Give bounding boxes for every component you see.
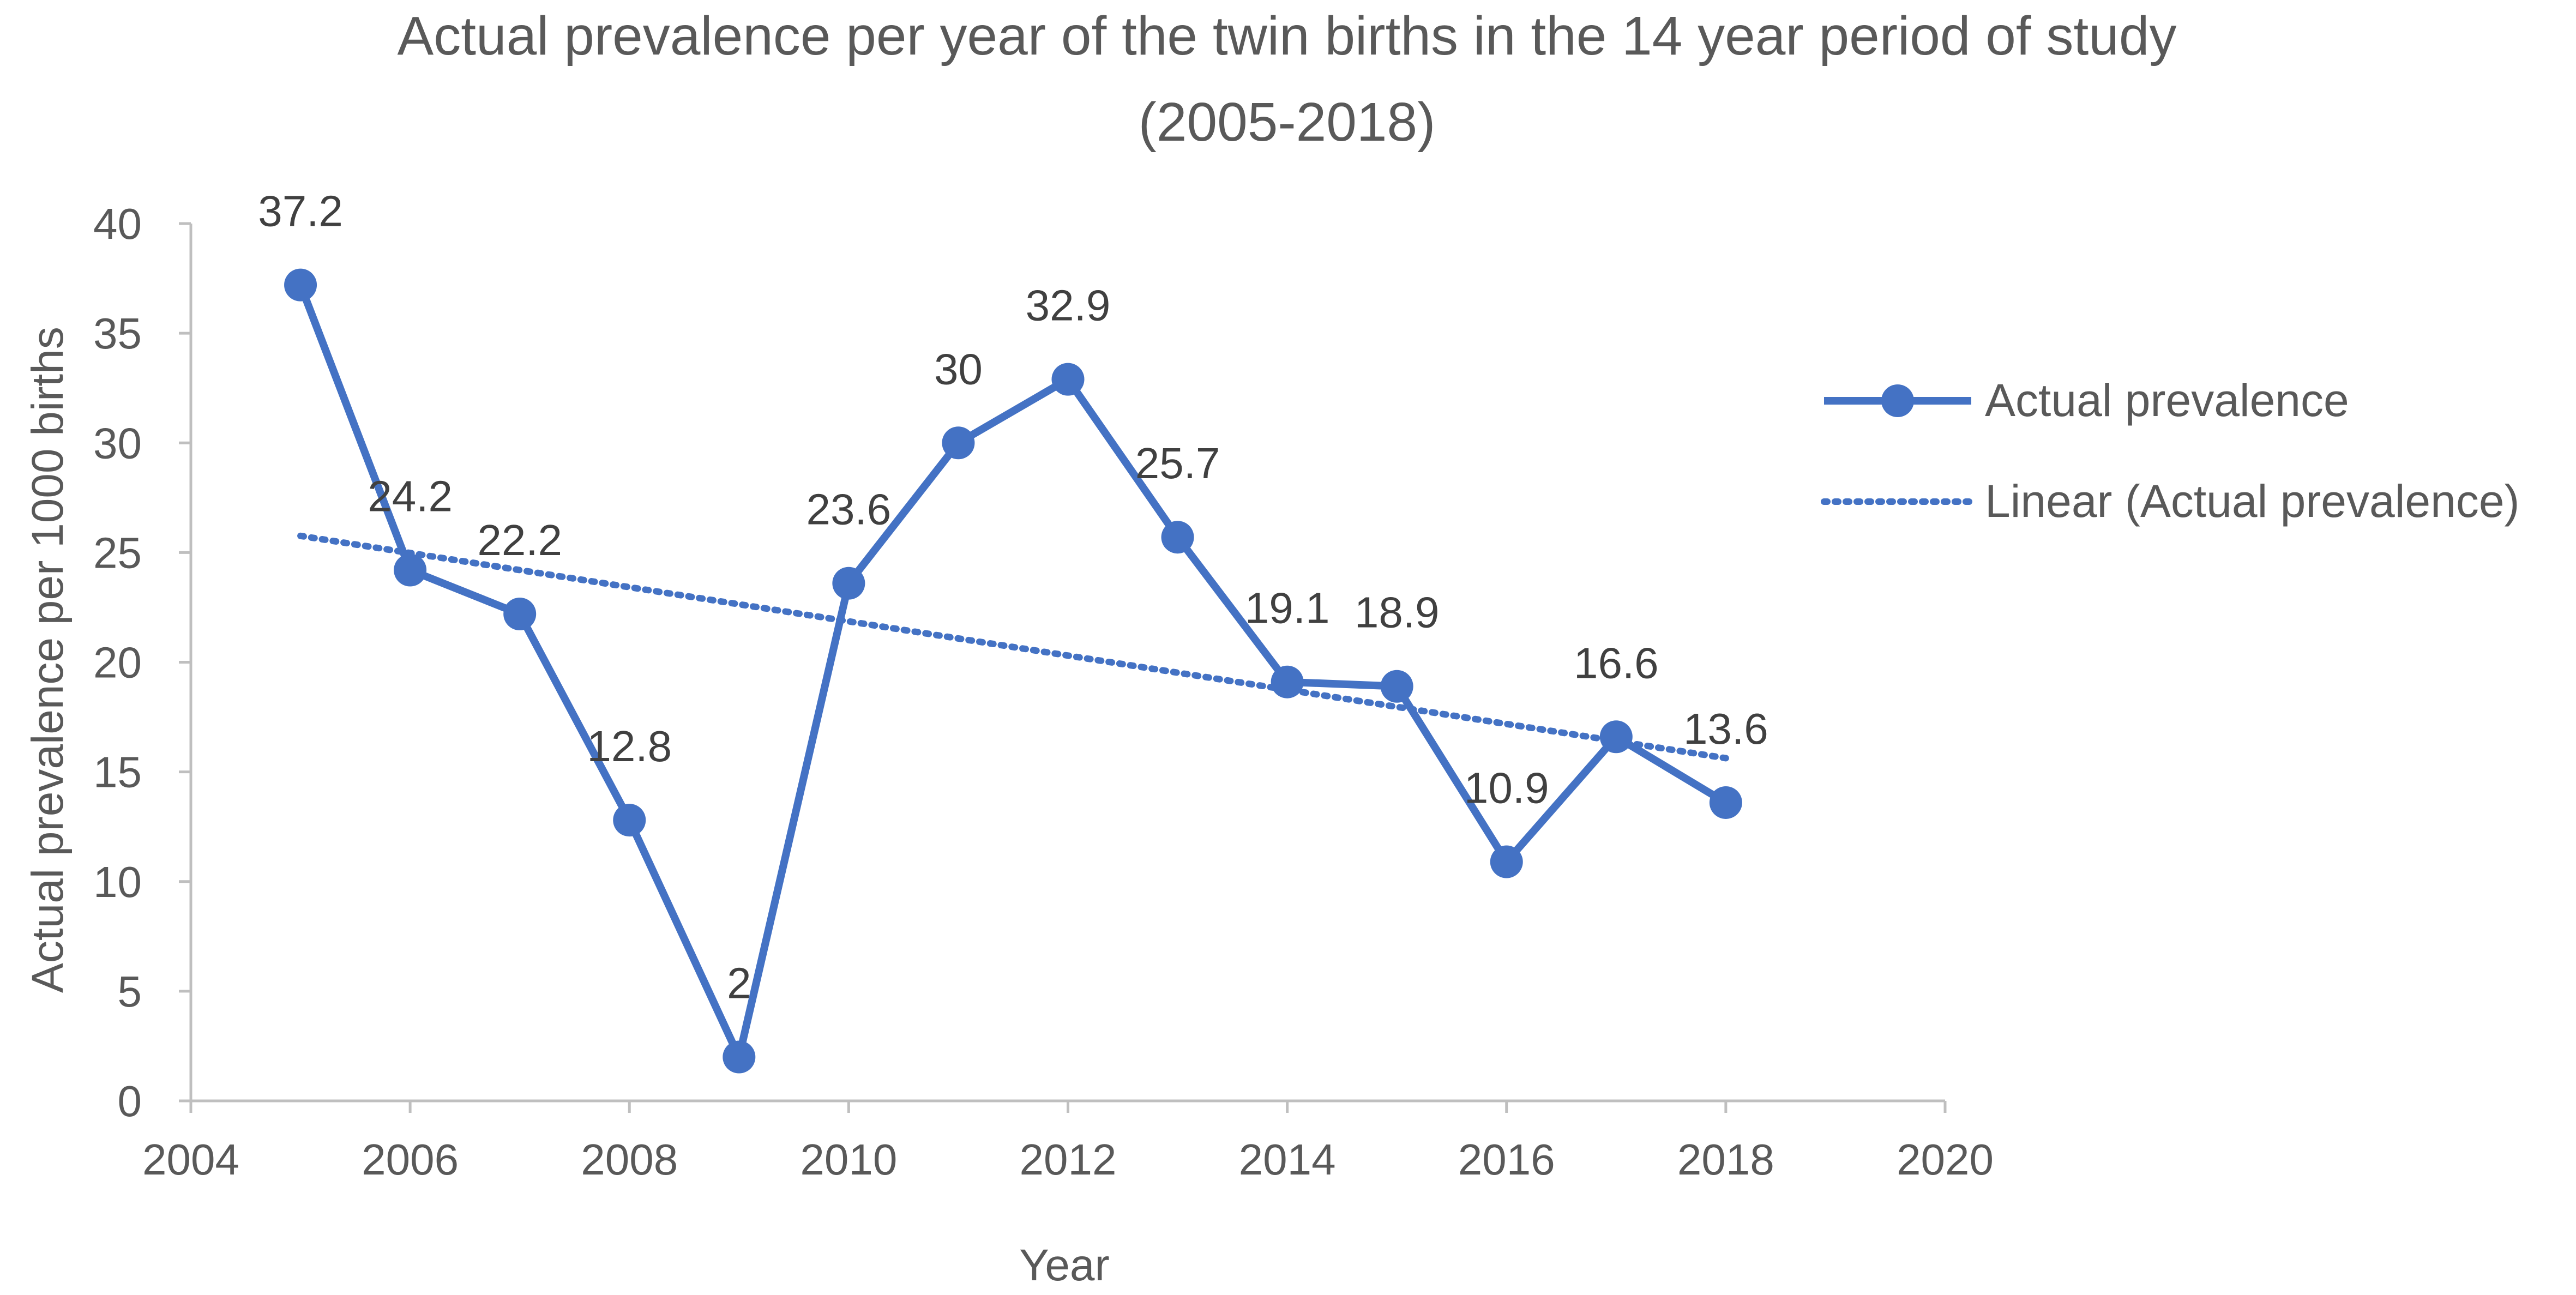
x-tick-label: 2016 [1458, 1135, 1555, 1184]
data-point [1051, 363, 1085, 396]
data-label: 2 [727, 959, 751, 1008]
y-tick-label: 25 [93, 528, 142, 577]
x-tick-label: 2020 [1897, 1135, 1994, 1184]
data-point [503, 598, 537, 631]
data-label: 13.6 [1683, 704, 1768, 753]
legend-label-trendline: Linear (Actual prevalence) [1985, 475, 2520, 527]
data-point [1380, 670, 1413, 703]
data-label: 22.2 [477, 516, 562, 564]
data-point [1271, 665, 1304, 698]
data-label: 23.6 [806, 485, 892, 534]
data-label: 24.2 [368, 472, 453, 521]
data-label: 12.8 [587, 722, 672, 770]
data-point [1490, 845, 1523, 878]
y-tick-label: 0 [118, 1077, 142, 1125]
data-point [284, 268, 317, 302]
y-tick-label: 10 [93, 858, 142, 906]
x-tick-label: 2006 [362, 1135, 459, 1184]
chart-subtitle: (2005-2018) [1139, 92, 1436, 153]
x-tick-label: 2014 [1239, 1135, 1336, 1184]
data-label: 32.9 [1026, 281, 1111, 330]
data-point [613, 804, 646, 837]
x-tick-label: 2012 [1020, 1135, 1117, 1184]
x-axis-label: Year [1019, 1240, 1110, 1290]
data-point [832, 567, 865, 600]
x-tick-label: 2010 [800, 1135, 897, 1184]
y-tick-label: 35 [93, 309, 142, 358]
chart-title: Actual prevalence per year of the twin b… [398, 5, 2177, 67]
x-tick-label: 2018 [1677, 1135, 1774, 1184]
y-tick-label: 15 [93, 748, 142, 797]
y-tick-label: 40 [93, 200, 142, 248]
data-label: 10.9 [1464, 764, 1549, 812]
data-point [394, 553, 427, 587]
y-axis-label: Actual prevalence per 1000 births [23, 327, 73, 993]
data-label: 25.7 [1135, 439, 1220, 487]
x-tick-label: 2004 [142, 1135, 239, 1184]
y-tick-label: 30 [93, 419, 142, 467]
y-tick-label: 20 [93, 639, 142, 687]
data-label: 30 [934, 345, 983, 393]
legend: Actual prevalence Linear (Actual prevale… [1821, 375, 2520, 527]
data-point [723, 1040, 756, 1074]
data-label: 19.1 [1245, 584, 1330, 633]
data-point [942, 426, 975, 460]
trendline [297, 532, 1729, 762]
data-point [1709, 786, 1742, 819]
series-line [297, 284, 1728, 1061]
x-tick-label: 2008 [581, 1135, 678, 1184]
data-point [1161, 521, 1194, 554]
data-label: 16.6 [1574, 639, 1659, 687]
data-label: 37.2 [258, 187, 343, 236]
data-point [1599, 720, 1633, 754]
data-label: 18.9 [1355, 588, 1440, 637]
y-tick-label: 5 [118, 967, 142, 1016]
legend-label-series: Actual prevalence [1985, 375, 2349, 426]
legend-marker-sample [1881, 384, 1914, 417]
